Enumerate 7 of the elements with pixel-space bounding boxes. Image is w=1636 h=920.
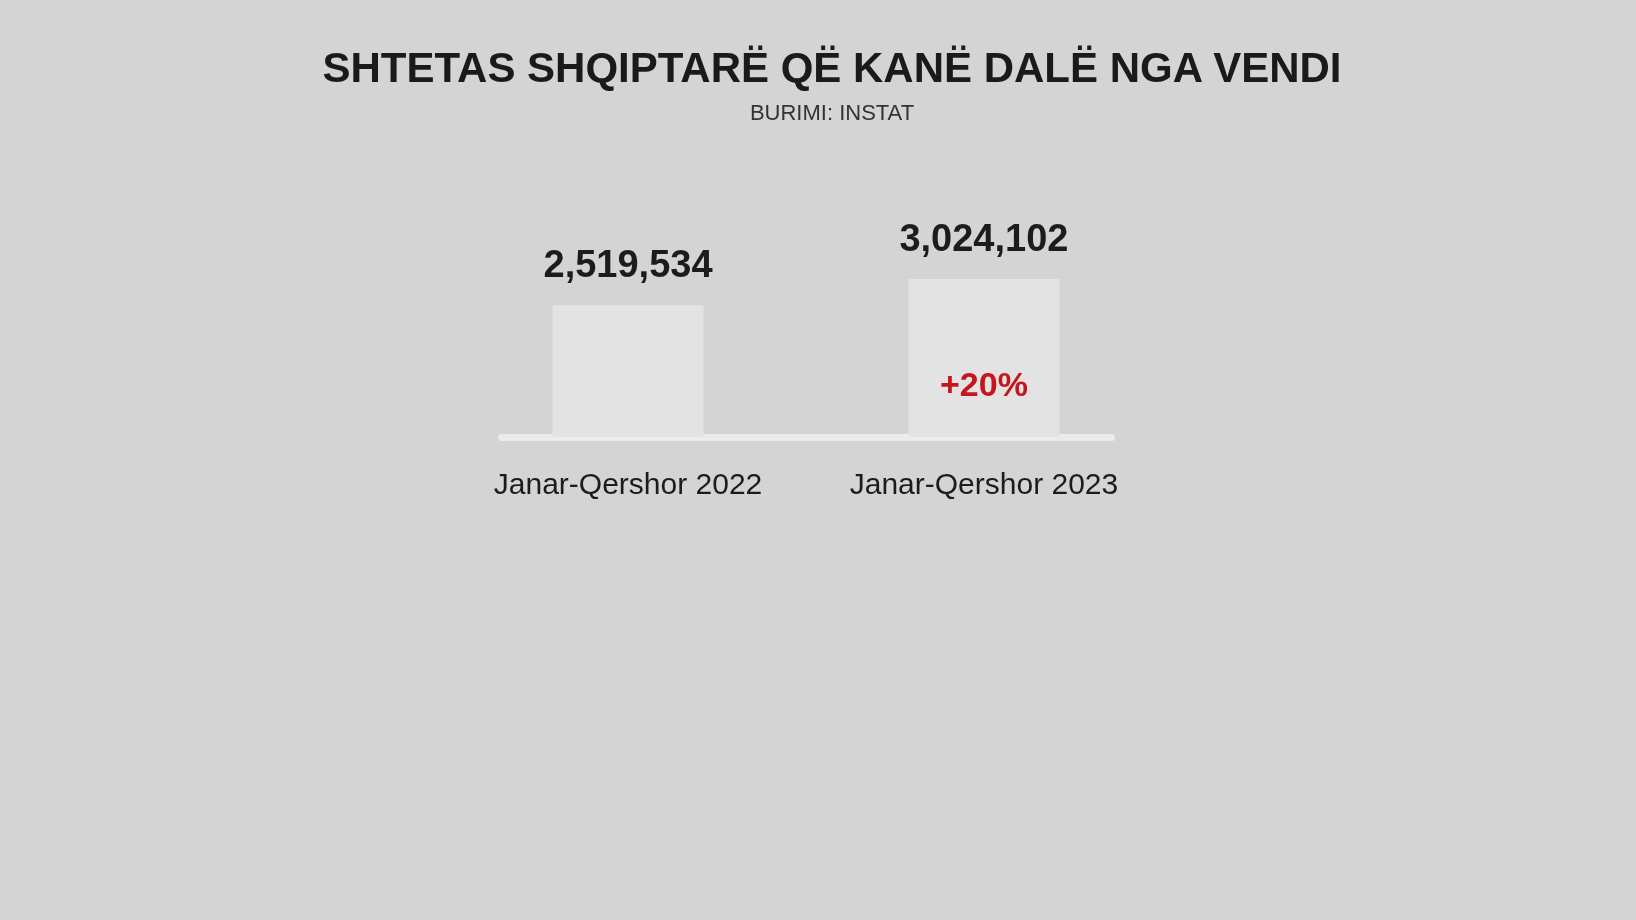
text: BURIMI: INSTAT bbox=[749, 100, 915, 125]
data-label: 3,024,102 bbox=[899, 217, 1069, 259]
x-tick-label: Janar-Qershor 2023 bbox=[849, 466, 1119, 500]
x-tick-label: Janar-Qershor 2022 bbox=[493, 466, 763, 500]
chart-title: SHTETAS SHQIPTARË QË KANË DALË NGA VENDI bbox=[322, 44, 1342, 91]
annotation: +20% bbox=[939, 365, 1028, 404]
data-label: 2,519,534 bbox=[543, 243, 713, 286]
